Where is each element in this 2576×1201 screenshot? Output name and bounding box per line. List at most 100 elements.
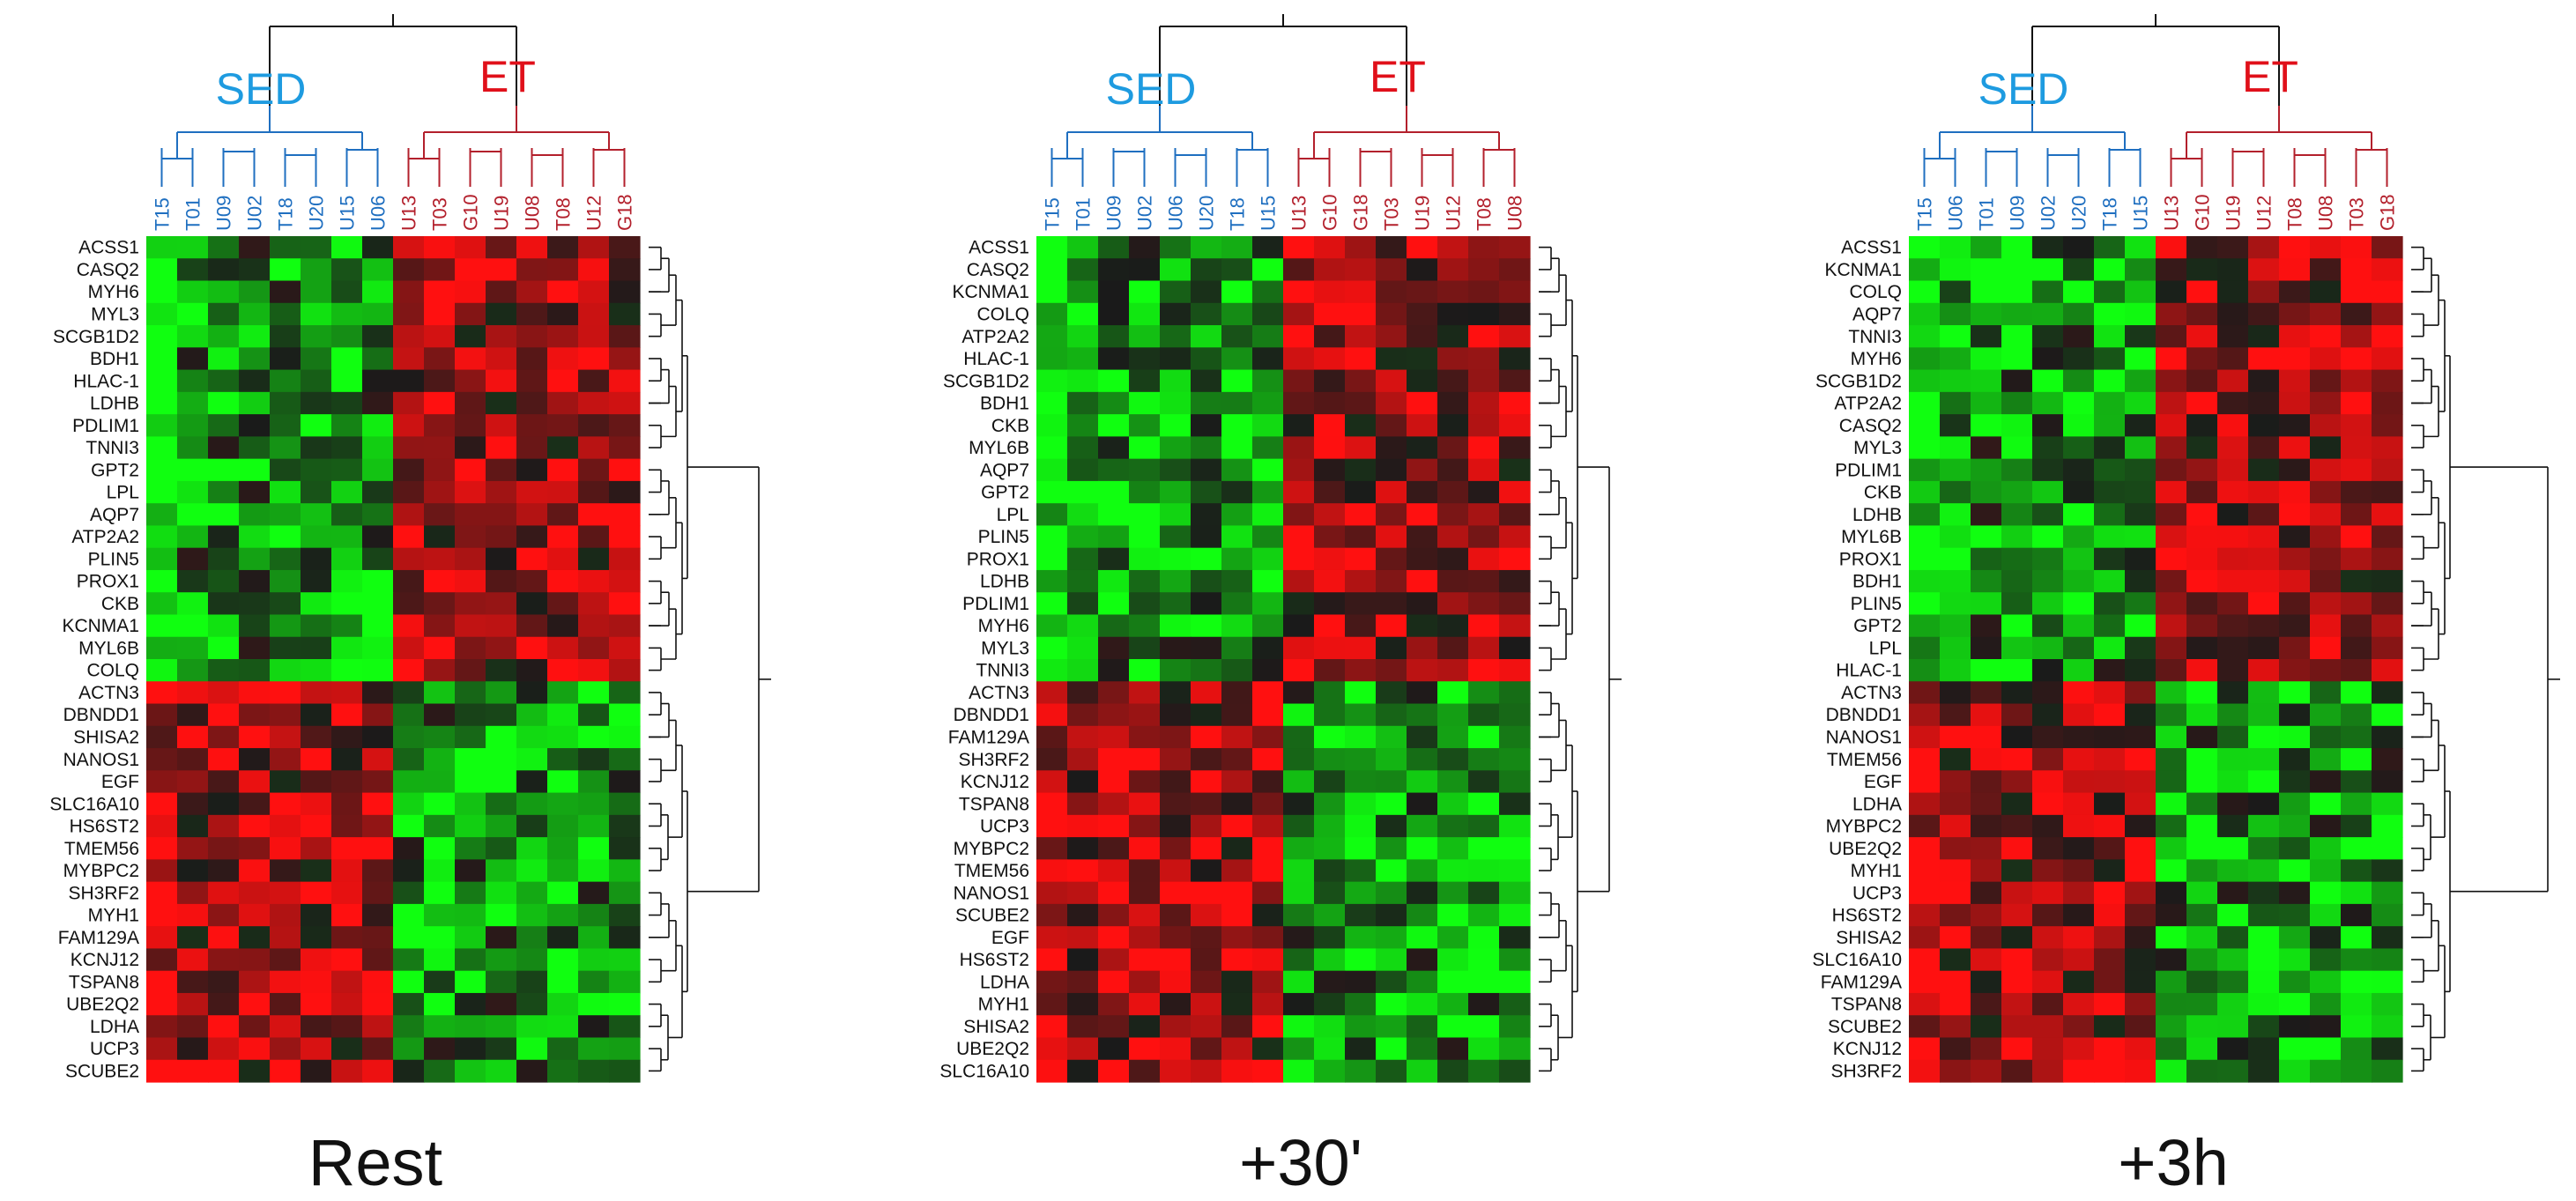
heatmap-cell xyxy=(1468,926,1500,950)
heatmap-cell xyxy=(1314,569,1346,593)
heatmap-cell xyxy=(270,436,301,460)
heatmap-cell xyxy=(516,592,548,616)
heatmap-cell xyxy=(301,748,332,771)
gene-label: NANOS1 xyxy=(1826,728,1902,748)
heatmap-cell xyxy=(455,948,486,972)
gene-label: UBE2Q2 xyxy=(1829,839,1902,859)
sample-label: T15 xyxy=(1914,197,1936,231)
heatmap-cell xyxy=(1314,636,1346,660)
heatmap-cell xyxy=(331,525,363,549)
heatmap-cell xyxy=(2125,1015,2157,1039)
heatmap-cell xyxy=(2094,859,2126,883)
heatmap-cell xyxy=(516,391,548,415)
heatmap-cell xyxy=(2094,748,2126,771)
heatmap-cell xyxy=(331,992,363,1016)
heatmap-cell xyxy=(1283,748,1315,771)
heatmap-cell xyxy=(1437,903,1469,927)
heatmap-cell xyxy=(1314,1059,1346,1083)
gene-label: TNNI3 xyxy=(1848,327,1902,347)
heatmap-cell xyxy=(1252,569,1284,593)
heatmap-cell xyxy=(1376,592,1407,616)
heatmap-cell xyxy=(2186,236,2218,259)
heatmap-cell xyxy=(2341,970,2372,994)
heatmap-cell xyxy=(1098,391,1130,415)
heatmap-cell xyxy=(547,1059,579,1083)
heatmap-cell xyxy=(1314,614,1346,638)
heatmap-cell xyxy=(1499,903,1531,927)
heatmap-cell xyxy=(2125,280,2157,304)
heatmap-cell xyxy=(301,725,332,749)
heatmap-cell xyxy=(177,792,209,816)
heatmap-cell xyxy=(2032,480,2064,504)
heatmap-cell xyxy=(1221,948,1253,972)
gene-label: MYH1 xyxy=(1851,861,1902,881)
heatmap-cell xyxy=(301,525,332,549)
heatmap-cell xyxy=(609,614,641,638)
heatmap-cell xyxy=(455,1037,486,1061)
heatmap-cell xyxy=(301,258,332,282)
heatmap-cell xyxy=(1221,236,1253,259)
heatmap-cell xyxy=(362,1037,394,1061)
heatmap-cell xyxy=(177,859,209,883)
heatmap-cell xyxy=(2279,748,2311,771)
heatmap-cell xyxy=(2001,636,2033,660)
heatmap-cell xyxy=(2001,569,2033,593)
heatmap-cell xyxy=(2248,302,2280,326)
heatmap-cell xyxy=(547,592,579,616)
heatmap-cell xyxy=(2032,948,2064,972)
heatmap-cell xyxy=(1314,592,1346,616)
heatmap-cell xyxy=(1407,436,1438,460)
heatmap-cell xyxy=(2063,614,2095,638)
heatmap-cell xyxy=(2032,503,2064,527)
heatmap-cell xyxy=(1345,881,1377,905)
heatmap-cell xyxy=(1067,480,1099,504)
heatmap-cell xyxy=(424,859,456,883)
heatmap-cell xyxy=(2372,480,2403,504)
heatmap-cell xyxy=(1437,814,1469,838)
sample-label: U12 xyxy=(1443,196,1465,231)
heatmap-cell xyxy=(547,948,579,972)
row-dendrogram xyxy=(649,246,771,1072)
heatmap-cell xyxy=(424,814,456,838)
gene-label: AQP7 xyxy=(90,505,139,525)
heatmap-cell xyxy=(1909,725,1941,749)
heatmap-cell xyxy=(362,703,394,727)
heatmap-cell xyxy=(2094,681,2126,705)
heatmap-cell xyxy=(2032,970,2064,994)
heatmap-cell xyxy=(424,614,456,638)
sample-label: U13 xyxy=(1288,196,1310,231)
heatmap-cell xyxy=(486,659,517,682)
heatmap-cell xyxy=(2186,881,2218,905)
heatmap-cell xyxy=(331,1059,363,1083)
heatmap-cell xyxy=(1407,903,1438,927)
heatmap-cell xyxy=(2001,458,2033,482)
heatmap-cell xyxy=(1036,792,1068,816)
heatmap-cell xyxy=(146,948,178,972)
gene-label: HLAC-1 xyxy=(73,371,139,391)
heatmap-cell xyxy=(362,480,394,504)
heatmap-cell xyxy=(2001,926,2033,950)
heatmap-cell xyxy=(547,302,579,326)
heatmap-panel: ACSS1CASQ2KCNMA1COLQATP2A2HLAC-1SCGB1D2B… xyxy=(939,14,1622,1199)
heatmap-cell xyxy=(455,325,486,348)
heatmap-cell xyxy=(1971,391,2002,415)
heatmap-cell xyxy=(1499,703,1531,727)
heatmap-cell xyxy=(486,1059,517,1083)
sample-label: U20 xyxy=(1196,196,1218,231)
gene-label: UCP3 xyxy=(980,817,1029,837)
heatmap-cell xyxy=(1314,948,1346,972)
heatmap-cell xyxy=(1160,1037,1191,1061)
heatmap-cell xyxy=(486,525,517,549)
heatmap-cell xyxy=(578,236,610,259)
gene-label: HLAC-1 xyxy=(1836,661,1902,681)
heatmap-cell xyxy=(455,792,486,816)
heatmap-cell xyxy=(1036,1037,1068,1061)
heatmap-cell xyxy=(1909,859,1941,883)
heatmap-cell xyxy=(301,614,332,638)
heatmap-cell xyxy=(331,436,363,460)
heatmap-cell xyxy=(578,258,610,282)
heatmap-cell xyxy=(1191,592,1222,616)
heatmap-cell xyxy=(1376,881,1407,905)
heatmap-cell xyxy=(486,859,517,883)
heatmap-cell xyxy=(2156,592,2187,616)
